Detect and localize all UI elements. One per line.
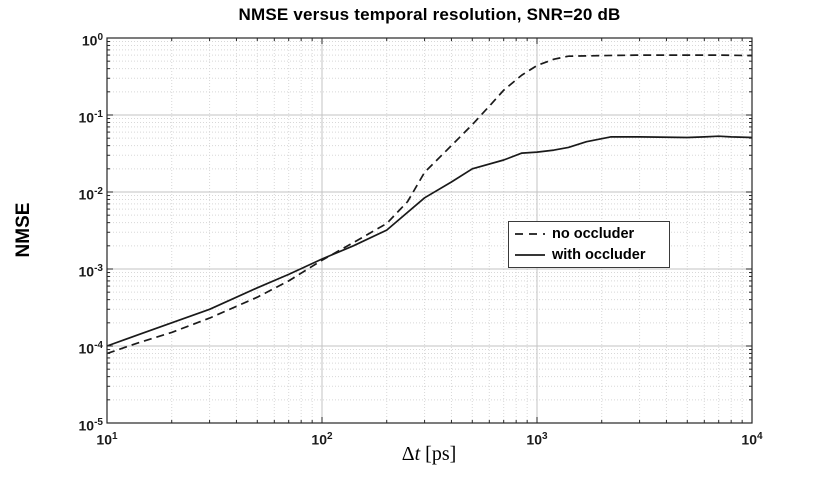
y-tick-label: 10-1 [78, 109, 103, 126]
legend-line-solid-icon [515, 254, 545, 256]
y-tick-label: 10-5 [78, 417, 103, 434]
y-axis-label: NMSE [13, 202, 34, 258]
axes-box [106, 37, 753, 424]
x-tick-label: 102 [311, 431, 333, 448]
legend: no occluder with occluder [508, 221, 670, 268]
legend-line-dashed-icon [515, 233, 545, 235]
legend-entry-no-occluder: no occluder [509, 224, 669, 245]
x-axis-label-unit: [ps] [420, 443, 457, 465]
x-tick-label: 104 [741, 431, 763, 448]
y-tick-label: 10-3 [78, 263, 103, 280]
x-tick-label: 101 [96, 431, 118, 448]
x-axis-label-variable: t [414, 443, 421, 465]
series-no-occluder [106, 54, 753, 355]
x-axis-label-delta: Δ [401, 443, 415, 465]
y-tick-label: 100 [81, 32, 103, 49]
legend-label: no occluder [552, 226, 635, 242]
series-with-occluder [106, 135, 753, 347]
x-axis-label: Δt [ps] [329, 443, 529, 466]
legend-entry-with-occluder: with occluder [509, 245, 669, 266]
legend-label: with occluder [552, 247, 646, 263]
y-tick-label: 10-2 [78, 186, 103, 203]
y-tick-label: 10-4 [78, 340, 103, 357]
x-tick-label: 103 [526, 431, 548, 448]
chart-title: NMSE versus temporal resolution, SNR=20 … [238, 5, 621, 24]
